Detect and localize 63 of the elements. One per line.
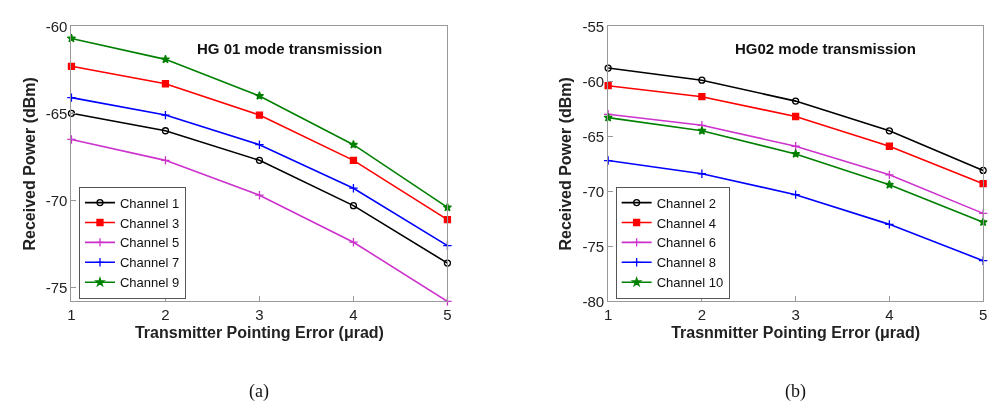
x-tick-label: 2 (161, 306, 170, 324)
text: HG 01 mode transmission (197, 40, 383, 57)
y-tick-label: -55 (582, 17, 605, 35)
legend-label: Channel 1 (119, 195, 180, 211)
point (979, 180, 987, 188)
point (161, 127, 170, 135)
x-axis-title: Trasnmitter Pointing Error (μrad) (671, 324, 921, 342)
x-tick-label: 4 (349, 306, 358, 324)
legend-label: Channel 8 (656, 255, 716, 271)
point (349, 156, 358, 165)
text: (b) (785, 381, 806, 402)
y-axis-title: Received Power (dBm) (20, 77, 38, 251)
point (698, 76, 706, 84)
point (885, 127, 894, 135)
point (791, 97, 800, 105)
point (348, 139, 359, 149)
x-tick-label: 1 (67, 306, 76, 324)
y-tick-label: -75 (45, 278, 68, 296)
point (443, 259, 452, 267)
y-tick-label: -60 (582, 72, 605, 90)
y-tick-label: -60 (45, 17, 68, 35)
text: HG02 mode transmission (735, 40, 916, 57)
point (698, 93, 706, 101)
y-tick-label: -75 (582, 237, 605, 255)
text: (a) (249, 381, 269, 402)
y-tick-label: -70 (582, 182, 605, 200)
point (254, 91, 265, 100)
point (255, 111, 264, 119)
y-tick-label: -80 (582, 292, 605, 310)
point (349, 201, 358, 210)
point (160, 110, 171, 120)
y-axis-title: Received Power (dBm) (557, 77, 575, 251)
y-tick-label: -65 (582, 127, 605, 145)
x-axis-title: Transmitter Pointing Error (μrad) (134, 324, 384, 342)
x-tick-label: 4 (885, 306, 894, 324)
y-tick-label: -70 (45, 191, 68, 209)
point (979, 166, 987, 175)
point (697, 125, 707, 135)
legend-label: Channel 2 (656, 195, 716, 211)
x-tick-label: 5 (978, 306, 988, 324)
legend-label: Channel 6 (656, 235, 716, 251)
point (160, 54, 171, 64)
legend-label: Channel 5 (119, 235, 180, 251)
legend-label: Channel 9 (119, 275, 180, 291)
x-tick-label: 1 (603, 306, 613, 324)
legend-label: Channel 4 (656, 215, 716, 231)
legend-label: Channel 10 (656, 275, 724, 291)
y-tick-label: -65 (45, 104, 68, 122)
point (604, 82, 612, 90)
x-tick-label: 3 (791, 306, 800, 324)
point (790, 149, 801, 158)
x-tick-label: 3 (255, 306, 264, 324)
legend-label: Channel 7 (119, 255, 180, 271)
point (885, 142, 894, 150)
point (697, 168, 707, 179)
x-tick-label: 2 (697, 306, 707, 324)
point (255, 156, 264, 164)
point (791, 112, 800, 121)
point (604, 64, 612, 72)
legend-label: Channel 3 (119, 215, 180, 231)
point (161, 80, 170, 88)
x-tick-label: 5 (443, 306, 452, 324)
point (884, 179, 895, 189)
